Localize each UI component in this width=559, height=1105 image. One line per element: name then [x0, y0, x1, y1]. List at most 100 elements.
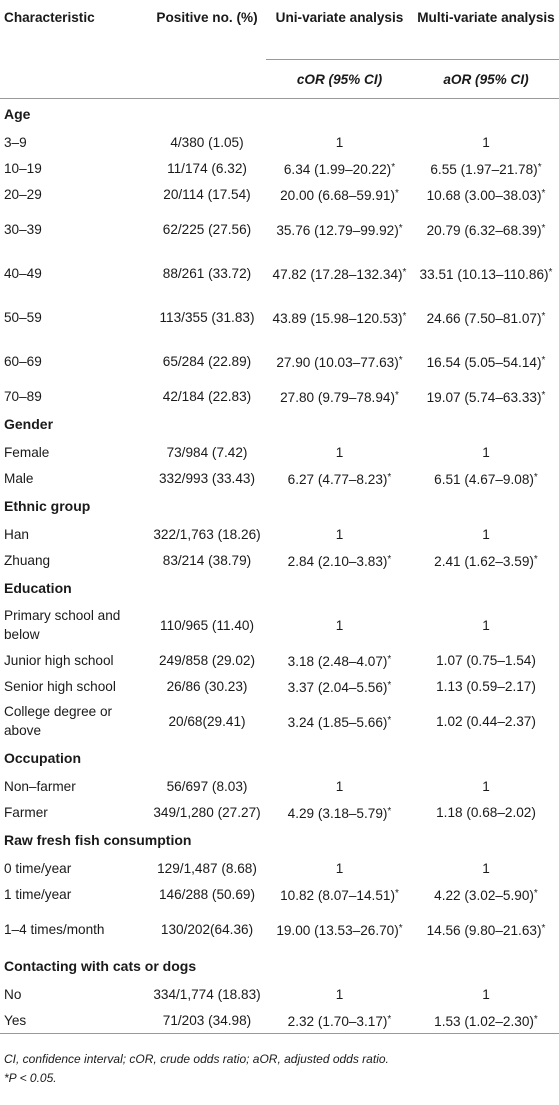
table-row: 50–59 113/355 (31.83) 43.89 (15.98–120.53)… — [0, 295, 559, 339]
aor-cell: 1 — [482, 444, 490, 460]
positive-cell: 56/697 (8.03) — [166, 778, 248, 794]
significance-marker: * — [387, 714, 392, 726]
cor-cell: 35.76 (12.79–99.92)* — [276, 222, 403, 238]
positive-cell: 88/261 (33.72) — [162, 265, 252, 281]
positive-cell: 4/380 (1.05) — [170, 134, 244, 150]
cor-cell: 1 — [335, 617, 344, 633]
row-label: Female — [4, 444, 50, 460]
row-label: 20–29 — [4, 186, 42, 202]
positive-cell: 65/284 (22.89) — [162, 353, 252, 369]
positive-cell: 73/984 (7.42) — [166, 444, 248, 460]
significance-marker: * — [402, 310, 407, 322]
aor-cell: 1.53 (1.02–2.30)* — [413, 1007, 559, 1034]
table-row: No 334/1,774 (18.83) 1 1 — [0, 981, 559, 1007]
positive-cell: 110/965 (11.40) — [160, 617, 254, 633]
positive-cell: 146/288 (50.69) — [159, 886, 255, 902]
significance-marker: * — [398, 354, 403, 366]
header-positive: Positive no. (%) — [156, 10, 258, 25]
category-row: Education — [0, 573, 559, 603]
cor-cell: 19.00 (13.53–26.70)* — [276, 922, 403, 938]
table-row: 40–49 88/261 (33.72) 47.82 (17.28–132.34)*… — [0, 251, 559, 295]
category-label: Gender — [4, 415, 54, 432]
row-label: 40–49 — [4, 265, 42, 281]
aor-cell: 1 — [482, 986, 490, 1002]
table-row: 1 time/year 146/288 (50.69) 10.82 (8.07–14… — [0, 881, 559, 907]
cor-cell: 6.27 (4.77–8.23)* — [287, 471, 392, 487]
table-body: Age 3–9 4/380 (1.05) 1 1 10–19 11/174 (6.32) 6.… — [0, 98, 559, 1034]
category-row: Raw fresh fish consumption — [0, 825, 559, 855]
significance-marker: * — [541, 222, 546, 234]
aor-cell: 1 — [482, 134, 490, 150]
aor-cell: 1 — [482, 617, 490, 633]
table-row: 70–89 42/184 (22.83) 27.80 (9.79–78.94)* 19… — [0, 383, 559, 409]
aor-cell: 24.66 (7.50–81.07)* — [426, 310, 546, 326]
category-row: Gender — [0, 409, 559, 439]
table-row: 20–29 20/114 (17.54) 20.00 (6.68–59.91)* 10… — [0, 181, 559, 207]
significance-marker: * — [533, 887, 538, 899]
row-label: 0 time/year — [4, 860, 72, 876]
significance-marker: * — [541, 389, 546, 401]
table-row: 10–19 11/174 (6.32) 6.34 (1.99–20.22)* 6.55… — [0, 155, 559, 181]
table-row: Non–farmer 56/697 (8.03) 1 1 — [0, 773, 559, 799]
category-label: Contacting with cats or dogs — [4, 957, 197, 974]
significance-marker: * — [541, 310, 546, 322]
positive-cell: 249/858 (29.02) — [159, 652, 255, 668]
significance-marker: * — [533, 553, 538, 565]
positive-cell: 20/114 (17.54) — [163, 186, 251, 202]
row-label: Male — [4, 470, 34, 486]
odds-ratio-table: Characteristic Positive no. (%) Uni-vari… — [0, 10, 559, 1034]
cor-cell: 6.34 (1.99–20.22)* — [283, 161, 396, 177]
significance-marker: * — [387, 471, 392, 483]
aor-cell: 1 — [482, 860, 490, 876]
cor-cell: 47.82 (17.28–132.34)* — [272, 266, 407, 282]
table-row: Male 332/993 (33.43) 6.27 (4.77–8.23)* 6.51… — [0, 465, 559, 491]
aor-cell: 1.13 (0.59–2.17) — [436, 678, 536, 694]
significance-marker: * — [533, 1013, 538, 1025]
aor-cell: 1 — [482, 778, 490, 794]
row-label: Yes — [0, 1007, 148, 1034]
header-aor: aOR (95% CI) — [413, 59, 559, 99]
category-label: Ethnic group — [4, 497, 91, 514]
cor-cell: 1 — [335, 134, 344, 150]
table-row: College degree or above 20/68(29.41) 3.24 … — [0, 699, 559, 743]
row-label: 30–39 — [4, 221, 42, 237]
cor-cell: 3.18 (2.48–4.07)* — [287, 653, 392, 669]
positive-cell: 83/214 (38.79) — [162, 552, 252, 568]
significance-marker: * — [541, 354, 546, 366]
cor-cell: 10.82 (8.07–14.51)* — [280, 887, 399, 903]
category-row: Age — [0, 98, 559, 129]
positive-cell: 332/993 (33.43) — [159, 470, 255, 486]
significance-marker: * — [387, 653, 392, 665]
table-row: Farmer 349/1,280 (27.27) 4.29 (3.18–5.79)*… — [0, 799, 559, 825]
significance-marker: * — [387, 679, 392, 691]
significance-marker: * — [391, 161, 396, 173]
footnote-abbreviations: CI, confidence interval; cOR, crude odds… — [4, 1052, 389, 1066]
positive-cell: 26/86 (30.23) — [166, 678, 248, 694]
row-label: Han — [4, 526, 29, 542]
row-label: 1 time/year — [4, 886, 72, 902]
table-row: 1–4 times/month 130/202(64.36) 19.00 (13.5… — [0, 907, 559, 951]
row-label: 1–4 times/month — [4, 921, 105, 937]
cor-cell: 1 — [335, 778, 344, 794]
row-label: Zhuang — [4, 552, 51, 568]
header-multivariate: Multi-variate analysis — [417, 10, 555, 25]
significance-marker: * — [398, 222, 403, 234]
table-row: Female 73/984 (7.42) 1 1 — [0, 439, 559, 465]
row-label: Primary school and below — [4, 608, 121, 642]
footnotes: CI, confidence interval; cOR, crude odds… — [4, 1050, 389, 1088]
aor-cell: 10.68 (3.00–38.03)* — [426, 187, 546, 203]
category-label: Raw fresh fish consumption — [4, 831, 192, 848]
cor-cell: 3.24 (1.85–5.66)* — [287, 714, 392, 730]
aor-cell: 19.07 (5.74–63.33)* — [426, 389, 546, 405]
cor-cell: 4.29 (3.18–5.79)* — [287, 805, 392, 821]
significance-marker: * — [548, 266, 553, 278]
table-row: 30–39 62/225 (27.56) 35.76 (12.79–99.92)* 2… — [0, 207, 559, 251]
table-row: Yes 71/203 (34.98) 2.32 (1.70–3.17)* 1.53 (… — [0, 1007, 559, 1034]
cor-cell: 2.32 (1.70–3.17)* — [266, 1007, 413, 1034]
table-row: Han 322/1,763 (18.26) 1 1 — [0, 521, 559, 547]
table-row: 0 time/year 129/1,487 (8.68) 1 1 — [0, 855, 559, 881]
positive-cell: 20/68(29.41) — [168, 713, 246, 729]
table-row: Zhuang 83/214 (38.79) 2.84 (2.10–3.83)* 2.4… — [0, 547, 559, 573]
aor-cell: 1 — [482, 526, 490, 542]
